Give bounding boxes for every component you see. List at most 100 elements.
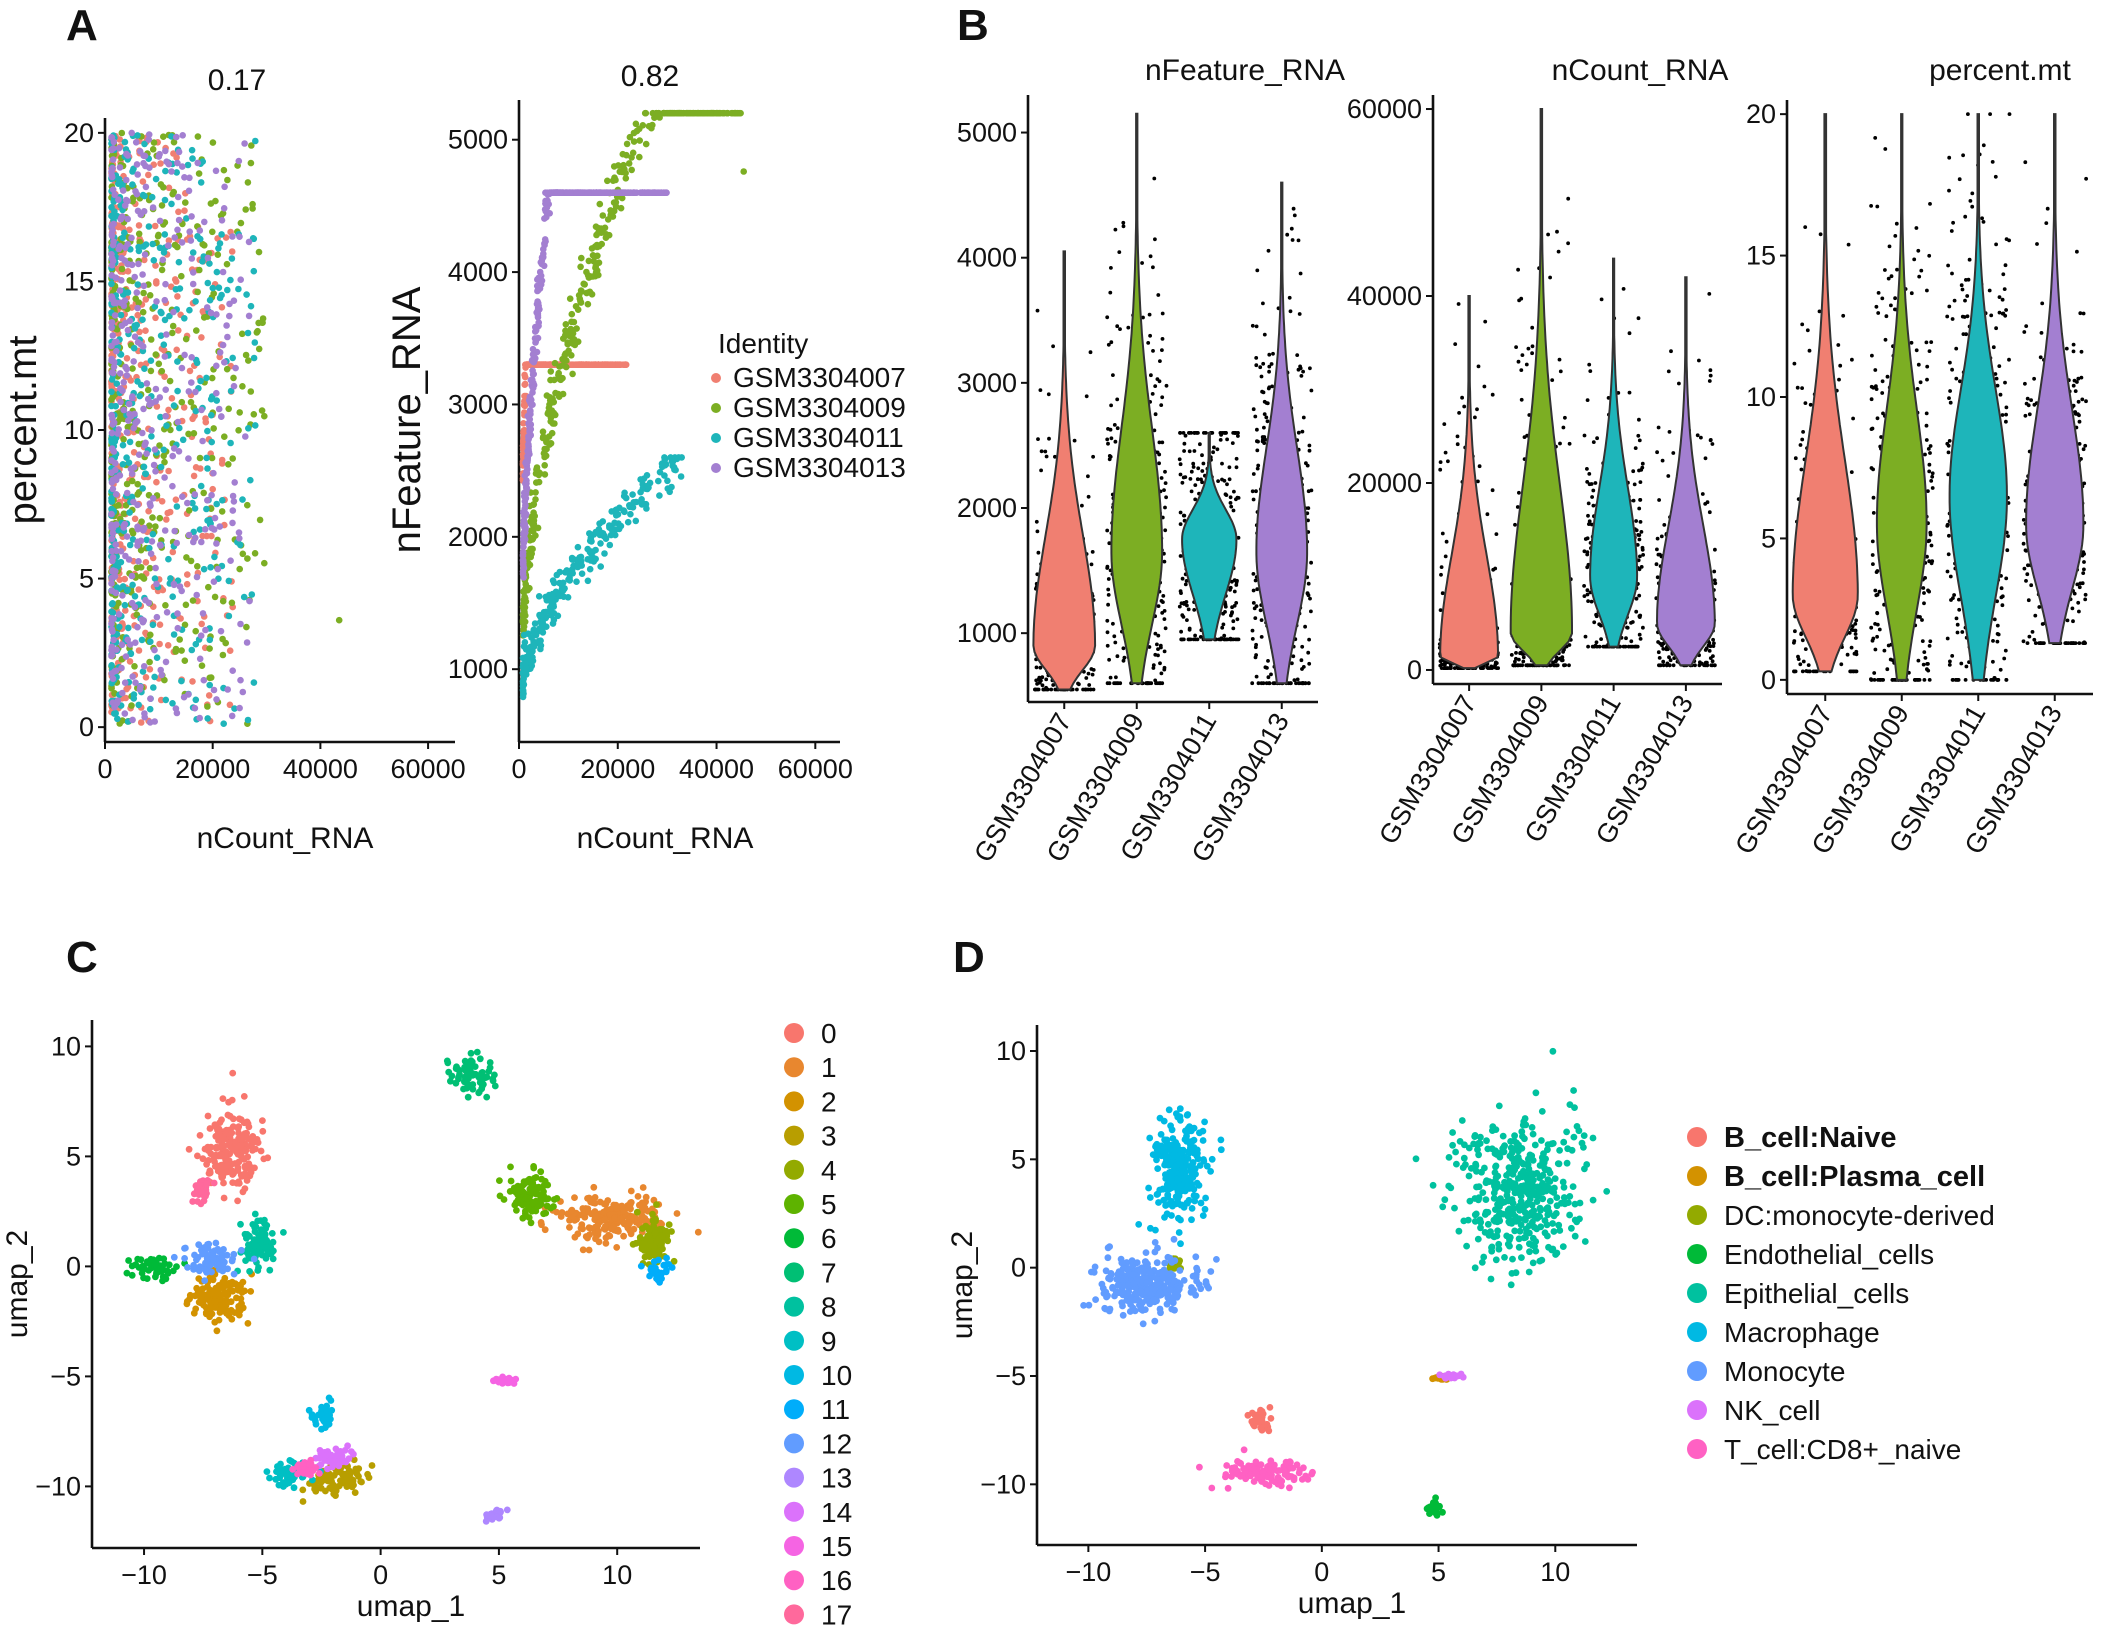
data-point-gsm3304013 (108, 510, 115, 518)
data-point-gsm3304007 (152, 314, 159, 322)
data-point-gsm3304009 (187, 557, 195, 565)
data-point-gsm3304013 (117, 547, 125, 555)
data-point-gsm3304011 (655, 477, 662, 485)
data-point-gsm3304013 (519, 556, 527, 564)
data-point-gsm3304009 (245, 357, 252, 364)
data-point-gsm3304011 (136, 392, 143, 400)
jitter-point-gsm3304009 (1163, 469, 1167, 474)
data-point-gsm3304013 (230, 382, 238, 390)
data-point-gsm3304007 (142, 296, 150, 303)
data-point-gsm3304009 (541, 462, 548, 469)
data-point-gsm3304011 (149, 530, 157, 538)
data-point-gsm3304011 (626, 503, 633, 511)
data-point-gsm3304013 (124, 215, 131, 223)
data-point-gsm3304007 (124, 268, 132, 275)
data-point-gsm3304011 (117, 311, 125, 319)
data-point-gsm3304009 (181, 621, 189, 629)
data-point-gsm3304011 (247, 302, 255, 310)
data-point-gsm3304009 (155, 231, 162, 239)
data-point-gsm3304013 (108, 429, 116, 437)
data-point-gsm3304009 (146, 564, 154, 572)
data-point-gsm3304011 (213, 500, 220, 508)
jitter-point-gsm3304013 (1254, 363, 1259, 368)
jitter-point-gsm3304013 (1269, 672, 1273, 677)
data-point-gsm3304009 (258, 407, 266, 414)
data-point-gsm3304009 (196, 454, 204, 462)
jitter-point-gsm3304013 (1291, 206, 1296, 211)
data-point-gsm3304013 (110, 363, 118, 371)
jitter-point-gsm3304009 (1109, 403, 1113, 408)
jitter-point-gsm3304007 (1440, 531, 1445, 536)
data-point-gsm3304013 (534, 287, 542, 294)
data-point-gsm3304013 (521, 509, 529, 517)
data-point-gsm3304009 (144, 386, 152, 394)
data-point-gsm3304011 (130, 165, 137, 173)
data-point-gsm3304009 (541, 450, 548, 457)
data-point-outlier (335, 616, 343, 624)
data-point-gsm3304007 (153, 478, 160, 486)
data-point-gsm3304011 (157, 463, 165, 471)
data-point-gsm3304009 (194, 133, 202, 140)
data-point-gsm3304011 (109, 609, 117, 616)
data-point-gsm3304013 (109, 568, 116, 575)
data-point-gsm3304009 (592, 223, 600, 230)
jitter-point-gsm3304011 (1182, 441, 1187, 446)
data-point-gsm3304009 (533, 466, 540, 473)
data-point-gsm3304011 (189, 155, 196, 162)
data-point-gsm3304013 (110, 238, 117, 245)
data-point-gsm3304009 (250, 411, 258, 418)
data-point-gsm3304009 (636, 137, 643, 144)
data-point-gsm3304013 (110, 636, 117, 644)
data-point-gsm3304013 (224, 333, 231, 341)
data-point-gsm3304009 (617, 204, 625, 212)
data-point-gsm3304013 (111, 312, 119, 319)
data-point-gsm3304013 (139, 271, 146, 278)
data-point-gsm3304007 (142, 559, 150, 566)
data-point-gsm3304013 (114, 430, 122, 437)
data-point-gsm3304013 (118, 254, 125, 262)
data-point-gsm3304007 (189, 678, 196, 685)
data-point-gsm3304013 (110, 299, 118, 307)
jitter-point-gsm3304013 (1301, 369, 1305, 374)
data-point-gsm3304009 (578, 254, 585, 262)
data-point-gsm3304011 (239, 496, 246, 503)
data-point-gsm3304011 (108, 662, 115, 669)
data-point-gsm3304013 (210, 578, 218, 585)
data-point-gsm3304013 (117, 299, 124, 307)
data-point-gsm3304011 (141, 140, 148, 148)
data-point-gsm3304009 (261, 559, 268, 567)
data-point-gsm3304009 (610, 163, 618, 170)
jitter-point-gsm3304013 (1261, 301, 1265, 306)
data-point-gsm3304013 (162, 412, 169, 420)
y-tick-label: 3000 (957, 368, 1017, 398)
data-point-gsm3304013 (223, 322, 230, 329)
data-point-gsm3304013 (577, 189, 585, 196)
data-point-gsm3304013 (525, 448, 533, 456)
data-point-gsm3304007 (228, 248, 236, 255)
jitter-point-gsm3304011 (1228, 495, 1233, 500)
data-point-gsm3304009 (182, 199, 189, 206)
jitter-point-gsm3304011 (1178, 462, 1183, 467)
jitter-point-gsm3304011 (1183, 582, 1188, 587)
data-point-gsm3304013 (116, 370, 124, 377)
data-point-gsm3304011 (199, 158, 206, 165)
data-point-gsm3304009 (619, 150, 627, 158)
jitter-point-gsm3304007 (1084, 394, 1089, 399)
data-point-gsm3304011 (204, 715, 211, 722)
data-point-gsm3304011 (661, 462, 669, 469)
data-point-gsm3304013 (162, 658, 170, 666)
data-point-gsm3304011 (150, 257, 158, 264)
data-point-gsm3304013 (128, 129, 135, 137)
data-point-gsm3304013 (128, 234, 135, 242)
data-point-gsm3304013 (123, 533, 131, 540)
data-point-gsm3304013 (219, 268, 227, 276)
data-point-gsm3304011 (227, 276, 234, 284)
jitter-point-gsm3304009 (1517, 490, 1521, 495)
data-point-gsm3304007 (163, 516, 170, 523)
data-point-gsm3304009 (128, 702, 135, 709)
data-point-gsm3304011 (114, 715, 121, 723)
data-point-gsm3304011 (161, 231, 169, 238)
jitter-point-gsm3304007 (1033, 687, 1038, 692)
jitter-point-gsm3304007 (1442, 666, 1447, 670)
